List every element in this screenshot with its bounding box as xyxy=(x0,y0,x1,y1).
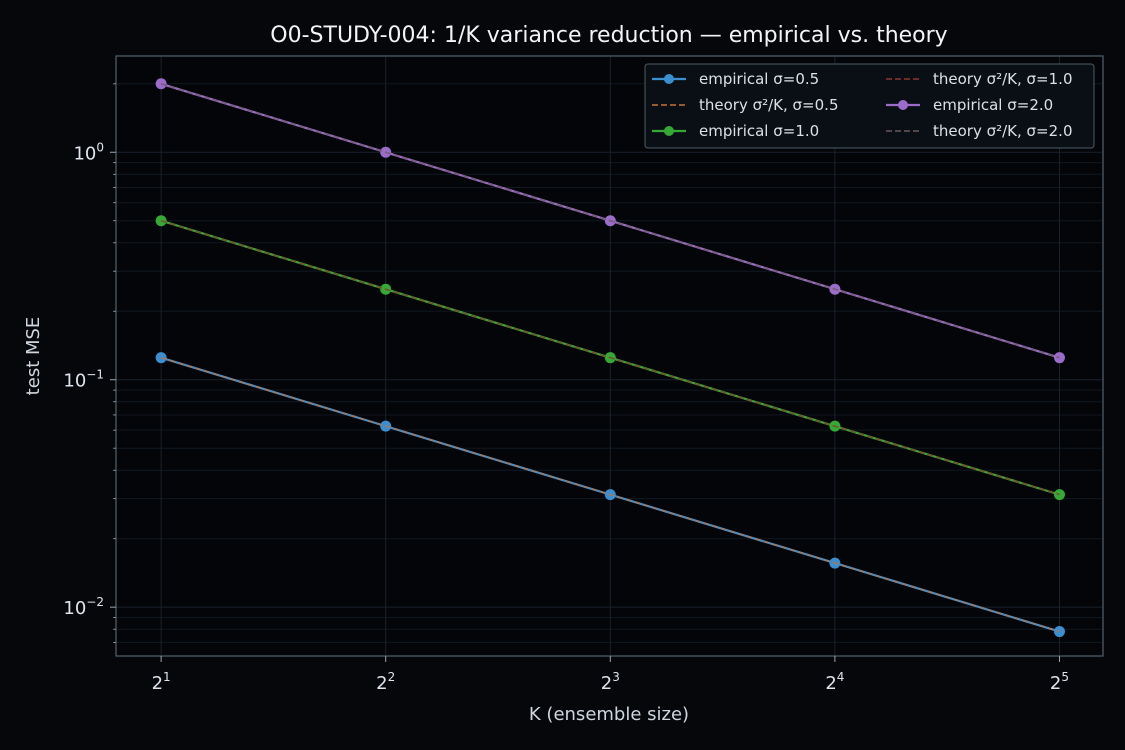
legend-item: theory σ²/K, σ=1.0 xyxy=(886,70,1072,88)
y-axis-label: test MSE xyxy=(23,317,44,396)
x-tick-label: 25 xyxy=(1050,670,1069,694)
x-tick-label-exponent: 1 xyxy=(163,670,171,684)
x-tick-label-exponent: 4 xyxy=(837,670,845,684)
legend-box xyxy=(644,63,1095,149)
y-tick-label-exponent: −2 xyxy=(86,595,104,609)
grid xyxy=(116,56,1103,656)
legend-marker xyxy=(664,74,674,84)
legend-item: empirical σ=1.0 xyxy=(652,122,819,140)
x-axis-ticks: 21 22 23 24 25 xyxy=(152,656,1069,694)
x-tick-label-base: 2 xyxy=(601,673,612,694)
y-tick-label-base: 10 xyxy=(63,371,86,392)
y-tick-label: 100 xyxy=(73,140,104,164)
y-tick-label: 10−1 xyxy=(63,368,104,392)
y-tick-label-base: 10 xyxy=(63,598,86,619)
legend: empirical σ=0.5 theory σ²/K, σ=0.5 empiric… xyxy=(644,63,1095,149)
legend-label: empirical σ=0.5 xyxy=(699,70,819,88)
legend-item: theory σ²/K, σ=0.5 xyxy=(652,96,838,114)
y-tick-label: 10−2 xyxy=(63,595,104,619)
x-tick-label: 22 xyxy=(376,670,395,694)
legend-marker xyxy=(898,100,908,110)
legend-marker xyxy=(664,126,674,136)
x-tick-label-exponent: 2 xyxy=(388,670,396,684)
x-tick-label-base: 2 xyxy=(376,673,387,694)
x-tick-label-exponent: 5 xyxy=(1061,670,1069,684)
x-tick-label: 21 xyxy=(152,670,171,694)
x-tick-label-base: 2 xyxy=(825,673,836,694)
x-tick-label: 24 xyxy=(825,670,844,694)
chart-title: O0-STUDY-004: 1/K variance reduction — e… xyxy=(270,23,947,48)
y-tick-label-base: 10 xyxy=(73,143,96,164)
y-tick-label-exponent: −1 xyxy=(86,368,104,382)
legend-item: empirical σ=0.5 xyxy=(652,70,819,88)
legend-item: empirical σ=2.0 xyxy=(886,96,1053,114)
legend-label: theory σ²/K, σ=1.0 xyxy=(933,70,1072,88)
x-tick-label-base: 2 xyxy=(1050,673,1061,694)
x-axis-label: K (ensemble size) xyxy=(529,704,689,725)
y-tick-label-exponent: 0 xyxy=(96,140,104,154)
legend-label: empirical σ=1.0 xyxy=(699,122,819,140)
series-layer xyxy=(155,78,1065,638)
series-line-theory σ²/K, σ=2.0 xyxy=(160,83,1060,359)
series-line-theory σ²/K, σ=1.0 xyxy=(160,219,1060,496)
x-tick-label: 23 xyxy=(601,670,620,694)
x-tick-label-base: 2 xyxy=(152,673,163,694)
legend-item: theory σ²/K, σ=2.0 xyxy=(886,122,1072,140)
plot-frame xyxy=(115,55,1104,657)
legend-label: theory σ²/K, σ=2.0 xyxy=(933,122,1072,140)
legend-label: theory σ²/K, σ=0.5 xyxy=(699,96,838,114)
x-tick-label-exponent: 3 xyxy=(612,670,620,684)
series-line-theory σ²/K, σ=0.5 xyxy=(160,356,1060,633)
legend-label: empirical σ=2.0 xyxy=(933,96,1053,114)
